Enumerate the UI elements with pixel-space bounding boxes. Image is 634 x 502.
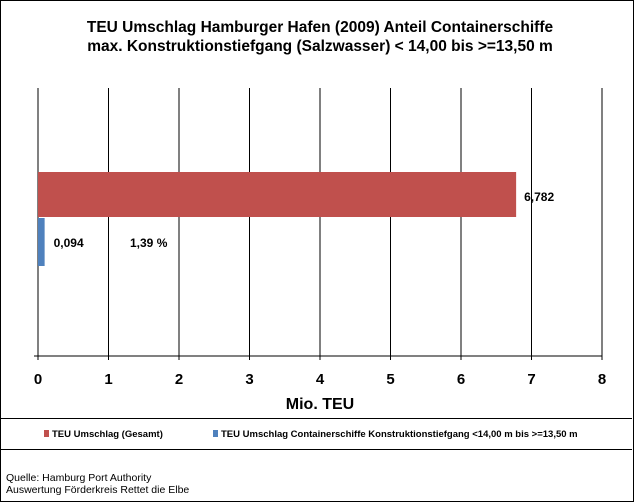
source-note: Quelle: Hamburg Port Authority Auswertun…	[6, 472, 189, 496]
x-tick-label-1: 1	[104, 371, 112, 388]
title-line-2: max. Konstruktionstiefgang (Salzwasser) …	[87, 38, 553, 55]
legend-item-containerships: TEU Umschlag Containerschiffe Konstrukti…	[213, 429, 578, 440]
legend-item-total: TEU Umschlag (Gesamt)	[44, 429, 163, 440]
x-tick-label-2: 2	[175, 371, 183, 388]
chart-plot: 0 1 2 3 4 5 6 7 8 Mio. TEU 6,782 0,094 1,39 %	[34, 88, 606, 413]
legend-label-total: TEU Umschlag (Gesamt)	[52, 429, 163, 440]
source-line-2: Auswertung Förderkreis Rettet die Elbe	[6, 484, 190, 496]
legend-swatch-total	[44, 430, 49, 437]
x-tick-label-6: 6	[457, 371, 465, 388]
source-line-1: Quelle: Hamburg Port Authority	[6, 472, 152, 484]
data-label-containerships: 0,094	[54, 236, 84, 250]
x-tick-label-8: 8	[598, 371, 606, 388]
x-tick-label-5: 5	[386, 371, 394, 388]
legend-swatch-containerships	[213, 430, 218, 437]
bar-containerships	[38, 218, 45, 266]
x-tick-label-3: 3	[245, 371, 253, 388]
x-tick-label-4: 4	[316, 371, 325, 388]
x-axis-title: Mio. TEU	[286, 396, 354, 413]
x-tick-label-0: 0	[34, 371, 42, 388]
x-tick-label-7: 7	[527, 371, 535, 388]
percent-annotation: 1,39 %	[130, 236, 168, 250]
legend-label-containerships: TEU Umschlag Containerschiffe Konstrukti…	[221, 429, 578, 440]
chart-title: TEU Umschlag Hamburger Hafen (2009) Ante…	[40, 18, 600, 56]
bar-total	[38, 172, 517, 217]
legend: TEU Umschlag (Gesamt) TEU Umschlag Conta…	[0, 418, 632, 450]
title-line-1: TEU Umschlag Hamburger Hafen (2009) Ante…	[86, 19, 554, 36]
data-label-total: 6,782	[524, 190, 554, 204]
